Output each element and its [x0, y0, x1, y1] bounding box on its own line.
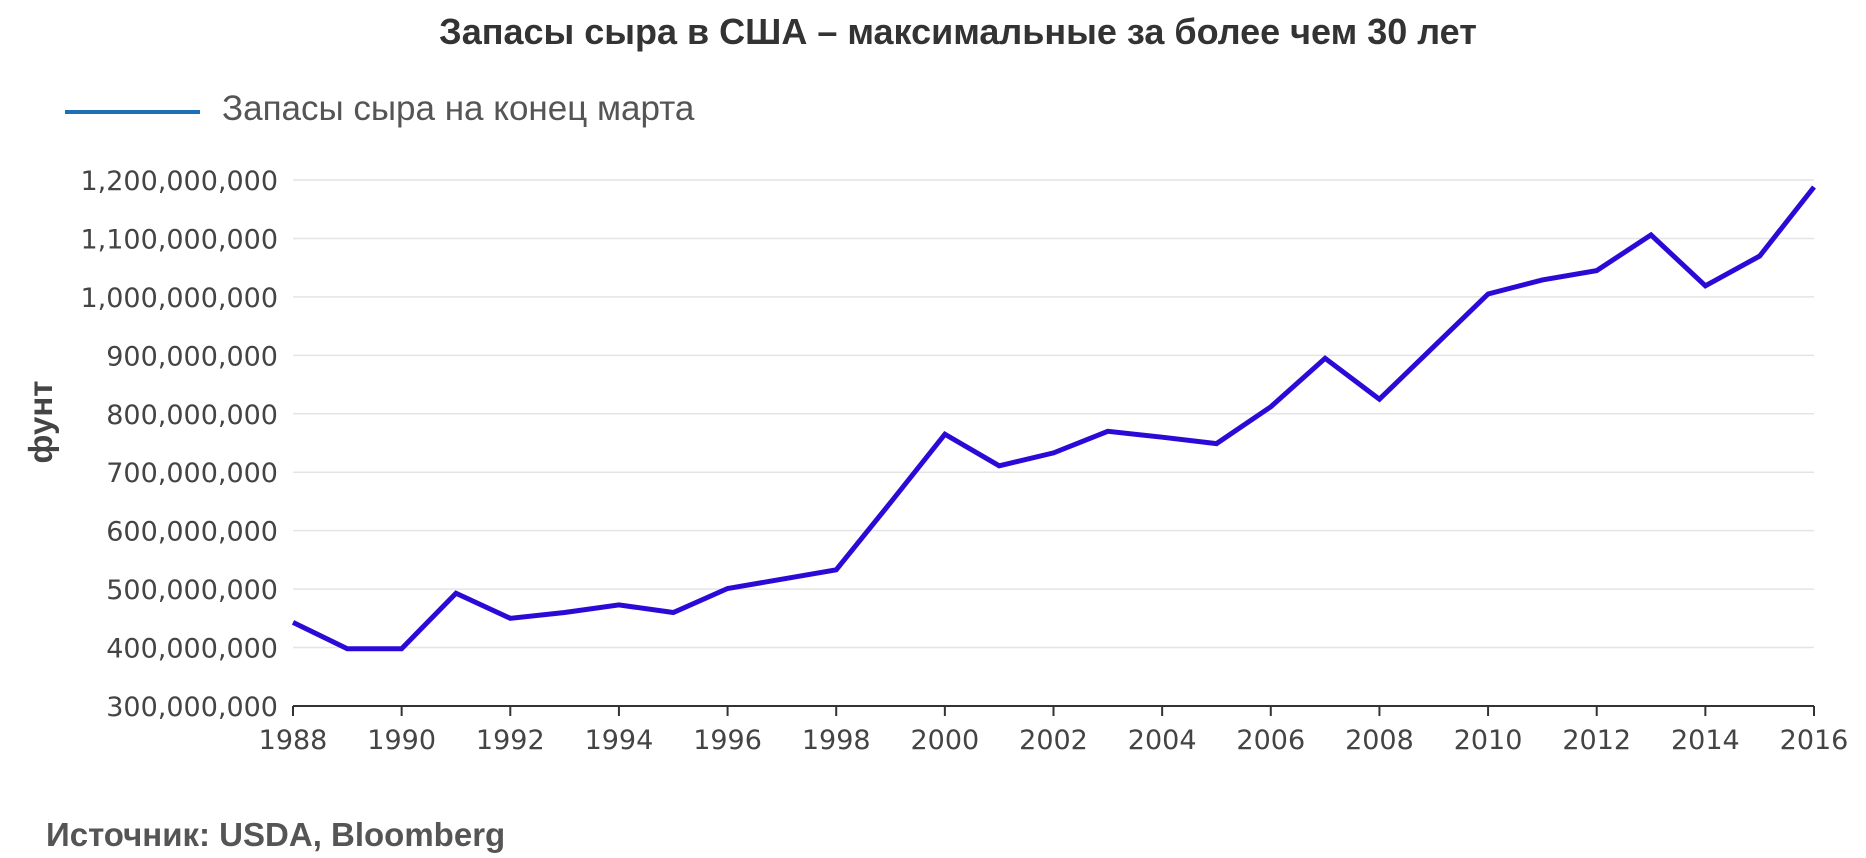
x-tick-label: 2000	[910, 725, 979, 756]
y-tick-label: 300,000,000	[106, 692, 278, 723]
x-tick-label: 2010	[1454, 725, 1523, 756]
x-tick-label: 2014	[1671, 725, 1740, 756]
legend: Запасы сыра на конец марта	[65, 89, 695, 128]
gridlines	[293, 179, 1814, 649]
legend-label: Запасы сыра на конец марта	[222, 89, 695, 128]
y-tick-label: 1,100,000,000	[80, 224, 278, 255]
x-tick-label: 1992	[476, 725, 545, 756]
y-axis-label: фунт	[22, 381, 59, 464]
y-tick-label: 900,000,000	[106, 341, 278, 372]
y-tick-label: 400,000,000	[106, 634, 278, 665]
x-tick-label: 1988	[259, 725, 328, 756]
y-tick-label: 1,200,000,000	[80, 166, 278, 197]
x-tick-label: 2016	[1780, 725, 1849, 756]
y-tick-label: 500,000,000	[106, 575, 278, 606]
x-tick-label: 1990	[367, 725, 436, 756]
x-axis-ticks: 1988 1990 1992 1994 1996 1998 2000 2002 2004 2006…	[259, 706, 1849, 756]
y-tick-label: 600,000,000	[106, 517, 278, 548]
x-tick-label: 2004	[1128, 725, 1197, 756]
y-axis-ticks: 300,000,000 400,000,000 500,000,000 600,000…	[80, 166, 278, 723]
y-tick-label: 700,000,000	[106, 458, 278, 489]
x-tick-label: 2008	[1345, 725, 1414, 756]
y-tick-label: 800,000,000	[106, 400, 278, 431]
x-tick-label: 1996	[693, 725, 762, 756]
source-note: Источник: USDA, Bloomberg	[46, 816, 505, 853]
x-tick-label: 1998	[802, 725, 871, 756]
x-tick-label: 2006	[1236, 725, 1305, 756]
chart-title: Запасы сыра в США – максимальные за боле…	[439, 11, 1477, 52]
series-line	[291, 185, 1816, 652]
y-tick-label: 1,000,000,000	[80, 283, 278, 314]
x-tick-label: 2002	[1019, 725, 1088, 756]
x-tick-label: 1994	[585, 725, 654, 756]
x-tick-label: 2012	[1562, 725, 1631, 756]
